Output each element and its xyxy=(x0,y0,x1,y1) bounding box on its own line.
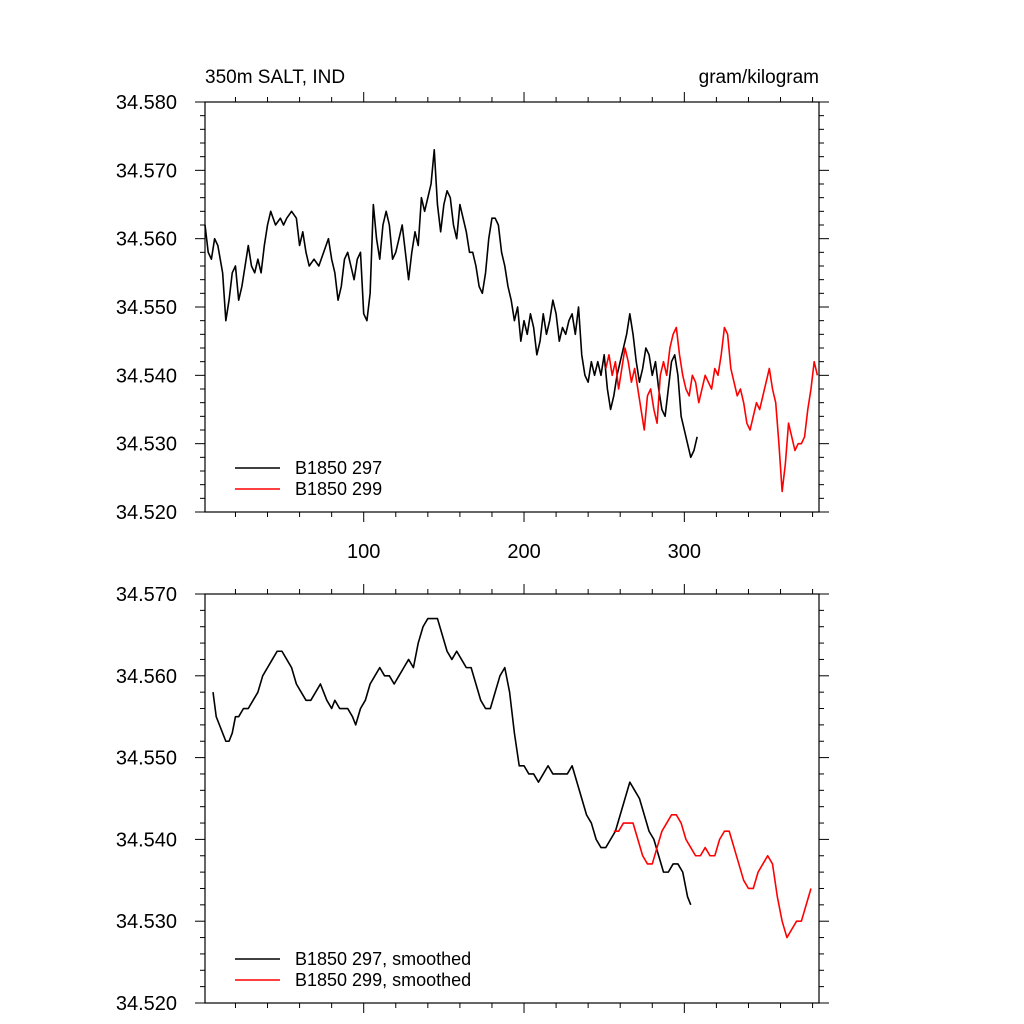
top-legend-label: B1850 297 xyxy=(295,458,382,478)
top-panel: 350m SALT, IND gram/kilogram 34.520 34.53… xyxy=(116,67,829,563)
title-right: gram/kilogram xyxy=(699,67,819,88)
top-ytick-label: 34.530 xyxy=(116,434,177,456)
title-left: 350m SALT, IND xyxy=(205,67,345,88)
top-ytick-label: 34.580 xyxy=(116,92,177,114)
top-series-line-1 xyxy=(204,149,698,459)
top-ytick-label: 34.560 xyxy=(116,229,177,251)
top-xtick-label: 200 xyxy=(507,541,540,563)
bottom-ytick-label: 34.540 xyxy=(116,829,177,851)
top-series-line-2 xyxy=(605,326,819,493)
bottom-series-line-1 xyxy=(212,617,692,906)
bottom-plot-frame xyxy=(204,593,820,1004)
bottom-ytick-label: 34.520 xyxy=(116,993,177,1015)
top-legend-label: B1850 299 xyxy=(295,479,382,499)
bottom-legend-label: B1850 297, smoothed xyxy=(295,949,471,969)
bottom-legend-label: B1850 299, smoothed xyxy=(295,970,471,990)
bottom-panel: 34.520 34.530 34.540 34.550 34.560 34.570 B185… xyxy=(116,584,829,1015)
top-ytick-label: 34.570 xyxy=(116,160,177,182)
top-ytick-label: 34.550 xyxy=(116,297,177,319)
top-ytick-label: 34.520 xyxy=(116,502,177,524)
top-xtick-label: 100 xyxy=(347,541,380,563)
bottom-ytick-label: 34.550 xyxy=(116,748,177,770)
bottom-ytick-label: 34.570 xyxy=(116,584,177,606)
bottom-ytick-label: 34.530 xyxy=(116,911,177,933)
bottom-ytick-label: 34.560 xyxy=(116,666,177,688)
top-xtick-label: 300 xyxy=(668,541,701,563)
top-ytick-label: 34.540 xyxy=(116,365,177,387)
bottom-series-line-2 xyxy=(613,814,812,939)
